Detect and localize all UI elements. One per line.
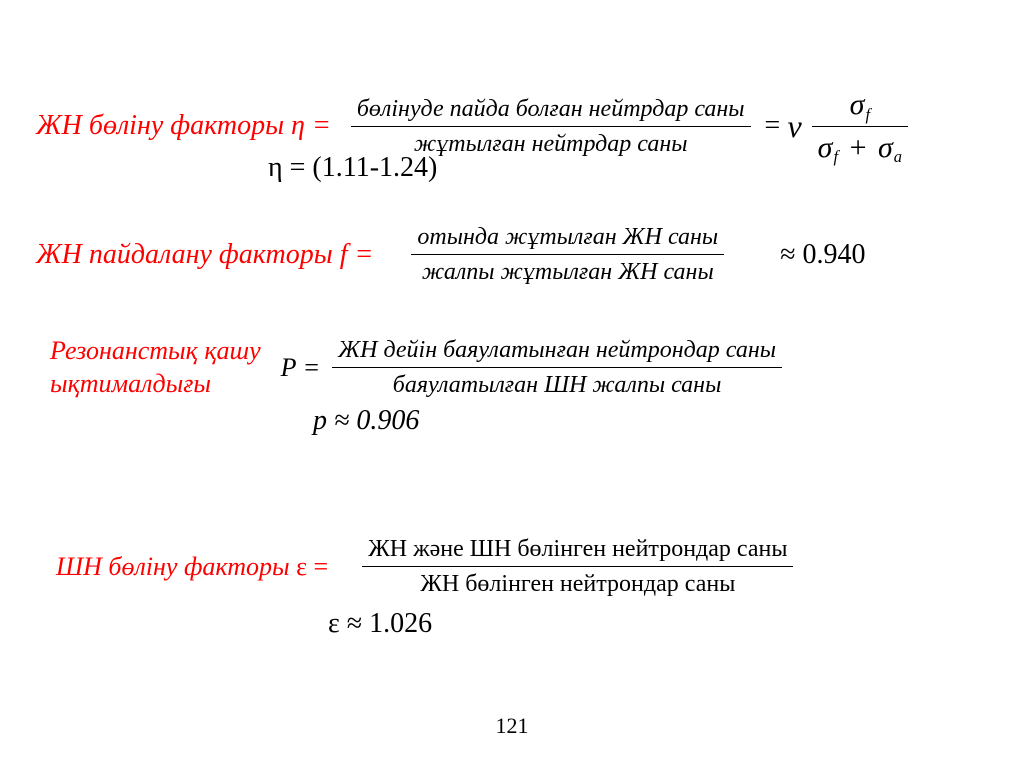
p-equals: P = [281,353,320,383]
p-word-fraction: ЖН дейін баяулатынған нейтрондар саны ба… [332,335,782,400]
f-approx: ≈ 0.940 [780,239,865,271]
p-value-row: p ≈ 0.906 [313,405,419,437]
p-label-line2: ықтималдығы [50,368,261,401]
sigma-f-num: σf [844,86,876,124]
eps-frac-den: ЖН бөлінген нейтрондар саны [414,569,741,599]
eta-sigma-fraction: σf σf + σa [812,86,908,166]
p-label: Резонанстық қашу ықтималдығы [50,335,261,400]
row-eps: ШН бөліну факторы ε = ЖН және ШН бөлінге… [56,534,799,599]
p-frac-num: ЖН дейін баяулатынған нейтрондар саны [332,335,782,365]
eta-label: ЖН бөліну факторы η = [36,110,331,142]
f-frac-den: жалпы жұтылған ЖН саны [416,257,720,287]
row-p: Резонанстық қашу ықтималдығы P = ЖН дейі… [50,335,788,400]
p-value: p ≈ 0.906 [313,405,419,437]
slide-page: ЖН бөліну факторы η = бөлінуде пайда бол… [0,0,1024,767]
eps-value-row: ε ≈ 1.026 [328,608,432,640]
eta-value: η = (1.11-1.24) [268,152,437,184]
page-number: 121 [0,713,1024,739]
row-eta: ЖН бөліну факторы η = бөлінуде пайда бол… [36,86,914,166]
eps-word-fraction: ЖН және ШН бөлінген нейтрондар саны ЖН б… [362,534,793,599]
equals-sign: = [763,110,782,142]
eps-frac-num: ЖН және ШН бөлінген нейтрондар саны [362,534,793,564]
sigma-f-plus-a-den: σf + σa [812,129,908,167]
eps-value: ε ≈ 1.026 [328,608,432,640]
eta-frac-den: жұтылған нейтрдар саны [408,129,694,159]
nu-symbol: ν [787,108,801,145]
f-frac-num: отында жұтылған ЖН саны [411,222,724,252]
f-label: ЖН пайдалану факторы f = [36,239,373,271]
eta-frac-num: бөлінуде пайда болған нейтрдар саны [351,94,751,124]
eps-label: ШН бөліну факторы ε = [56,552,328,582]
p-label-line1: Резонанстық қашу [50,335,261,368]
p-frac-den: баяулатылған ШН жалпы саны [387,370,728,400]
eta-word-fraction: бөлінуде пайда болған нейтрдар саны жұты… [351,94,751,159]
eta-value-row: η = (1.11-1.24) [268,152,437,184]
f-word-fraction: отында жұтылған ЖН саны жалпы жұтылған Ж… [411,222,724,287]
row-f: ЖН пайдалану факторы f = отында жұтылған… [36,222,866,287]
